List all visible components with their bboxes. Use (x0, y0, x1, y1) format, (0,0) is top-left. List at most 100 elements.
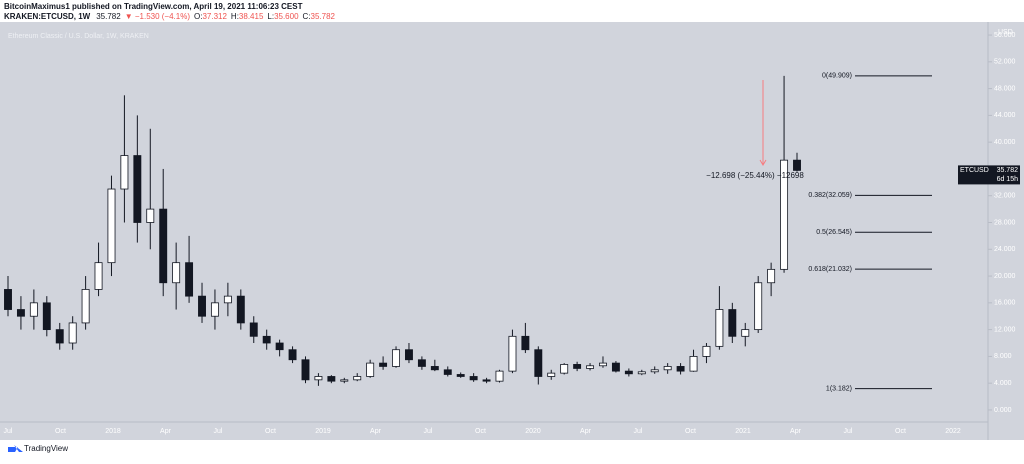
x-tick-label: Apr (160, 428, 172, 435)
candle-body (430, 366, 439, 371)
candle-body (599, 362, 607, 367)
y-tick-label: 4.000 (994, 380, 1012, 387)
candle-body (754, 282, 763, 331)
ohlc-key: H: (231, 12, 239, 21)
ohlc-key: O: (194, 12, 202, 21)
y-tick-label: 12.000 (994, 326, 1016, 333)
candle-body (728, 309, 737, 337)
candle-body (624, 370, 633, 375)
candle-body (107, 188, 116, 264)
candle-body (133, 155, 142, 223)
candle-body (417, 359, 426, 367)
candle-body (353, 376, 362, 381)
candle-body (94, 262, 103, 290)
candle-body (68, 322, 77, 344)
fib-label: 0.5(26.545) (816, 229, 852, 236)
x-tick-label: Jul (214, 428, 223, 435)
x-tick-label: Apr (790, 428, 802, 435)
candle-body (676, 366, 685, 372)
price-tag-symbol: ETCUSD (960, 167, 989, 174)
candle-body (793, 159, 801, 171)
y-tick-label: 40.000 (994, 139, 1016, 146)
candle-body (534, 349, 543, 377)
candle-body (185, 262, 194, 297)
candle-body (120, 155, 129, 190)
x-tick-label: Jul (844, 428, 853, 435)
candle-body (172, 262, 181, 284)
candle-body (29, 302, 38, 317)
candle-body (663, 366, 672, 371)
footer: TradingView (24, 444, 68, 453)
price-tag (958, 165, 1020, 185)
candle-body (301, 359, 310, 381)
candle-body (689, 355, 698, 372)
y-tick-label: 56.000 (994, 32, 1016, 39)
candle-body (560, 364, 569, 374)
candle-body (223, 295, 232, 304)
candle-body (611, 362, 620, 372)
candle-body (314, 376, 323, 381)
candle-body (327, 376, 336, 382)
candle-body (81, 289, 90, 324)
ohlc-value: 37.312 (202, 12, 227, 21)
y-tick-label: 44.000 (994, 112, 1016, 119)
y-tick-label: 0.000 (994, 407, 1012, 414)
x-tick-label: 2021 (735, 428, 751, 435)
candle-body (573, 364, 582, 369)
header-quote: KRAKEN:ETCUSD, 1W 35.782 ▼ −1.530 (−4.1%) O… (4, 12, 336, 21)
ohlc-key: L: (267, 12, 274, 21)
x-tick-label: Oct (55, 428, 66, 435)
candle-body (236, 295, 245, 324)
candle-body (146, 208, 155, 223)
chart-title: Ethereum Classic / U.S. Dollar, 1W, KRAK… (8, 33, 149, 40)
y-tick-label: 28.000 (994, 219, 1016, 226)
fib-label: 1(3.182) (826, 385, 852, 392)
ohlc-value: 35.600 (274, 12, 299, 21)
candle-body (702, 345, 711, 357)
y-tick-label: 8.000 (994, 353, 1012, 360)
measure-label: −12.698 (−25.44%) −12698 (706, 171, 804, 180)
x-tick-label: 2018 (105, 428, 121, 435)
candle-body (198, 295, 206, 317)
fib-label: 0.618(21.032) (808, 266, 852, 273)
candle-body (340, 379, 349, 382)
candle-body (42, 302, 51, 331)
x-tick-label: Oct (265, 428, 276, 435)
candle-body (495, 370, 504, 382)
x-tick-label: Apr (370, 428, 382, 435)
candle-body (379, 362, 388, 367)
y-tick-label: 52.000 (994, 59, 1016, 66)
candle-body (210, 302, 219, 317)
candle-body (547, 372, 556, 377)
candle-body (392, 349, 400, 367)
x-tick-label: Oct (475, 428, 486, 435)
candle-body (16, 309, 25, 317)
price-tag-countdown: 6d 15h (997, 176, 1019, 183)
x-tick-label: Jul (4, 428, 13, 435)
candle-body (275, 342, 284, 351)
candle-body (159, 208, 168, 284)
fib-label: 0.382(32.059) (808, 192, 852, 199)
y-tick-label: 24.000 (994, 246, 1016, 253)
y-tick-label: 20.000 (994, 273, 1016, 280)
candle-body (405, 349, 413, 361)
y-tick-label: 48.000 (994, 85, 1016, 92)
y-tick-label: 16.000 (994, 300, 1016, 307)
candle-body (443, 369, 452, 375)
x-tick-label: 2022 (945, 428, 961, 435)
candle-body (469, 376, 478, 381)
symbol: KRAKEN:ETCUSD, 1W (4, 12, 91, 21)
candle-body (767, 268, 776, 284)
candle-body (482, 379, 491, 382)
header-line: BitcoinMaximus1 published on TradingView… (4, 2, 303, 11)
ohlc-key: C: (303, 12, 311, 21)
candle-body (586, 365, 595, 369)
candle-body (249, 322, 258, 337)
x-tick-label: Oct (895, 428, 906, 435)
ohlc-value: 38.415 (239, 12, 264, 21)
candle-body (521, 335, 530, 351)
ohlc-value: 35.782 (311, 12, 336, 21)
candle-body (366, 362, 375, 377)
